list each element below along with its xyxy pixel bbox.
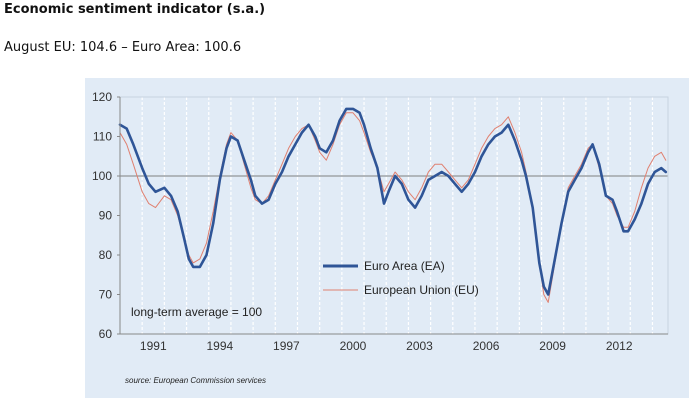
x-tick-label: 1991 xyxy=(140,339,167,353)
x-tick-label: 2000 xyxy=(340,339,367,353)
series-line-euro-area xyxy=(118,107,668,296)
y-tick-label: 90 xyxy=(99,209,113,223)
axes xyxy=(117,96,669,335)
long-term-average-note: long-term average = 100 xyxy=(131,305,262,319)
x-tick-label: 2006 xyxy=(473,339,500,353)
source-note: source: European Commission services xyxy=(125,376,266,385)
x-tick-label: 2003 xyxy=(406,339,433,353)
series-line-european-union xyxy=(119,112,667,303)
y-tick-label: 80 xyxy=(99,248,113,262)
chart-background-panel xyxy=(85,78,689,398)
x-tick-label: 2009 xyxy=(539,339,566,353)
legend: Euro Area (EA) European Union (EU) xyxy=(323,259,479,297)
x-tick-labels: 1991 1994 1997 2000 2003 2006 2009 2012 xyxy=(140,339,633,353)
gridlines xyxy=(141,97,654,334)
y-tick-label: 70 xyxy=(99,288,113,302)
series-lines xyxy=(118,107,668,303)
y-tick-label: 120 xyxy=(92,90,112,104)
chart-subtitle: August EU: 104.6 – Euro Area: 100.6 xyxy=(4,40,242,55)
y-tick-label: 100 xyxy=(92,169,112,183)
y-tick-labels: 60 70 80 90 100 110 120 xyxy=(92,90,112,341)
chart-title: Economic sentiment indicator (s.a.) xyxy=(4,2,266,17)
y-tick-label: 60 xyxy=(99,327,113,341)
legend-label-european-union: European Union (EU) xyxy=(364,283,479,297)
x-tick-label: 2012 xyxy=(606,339,633,353)
legend-label-euro-area: Euro Area (EA) xyxy=(364,259,445,273)
x-tick-label: 1997 xyxy=(273,339,300,353)
y-tick-label: 110 xyxy=(93,130,112,144)
x-tick-label: 1994 xyxy=(206,339,233,353)
